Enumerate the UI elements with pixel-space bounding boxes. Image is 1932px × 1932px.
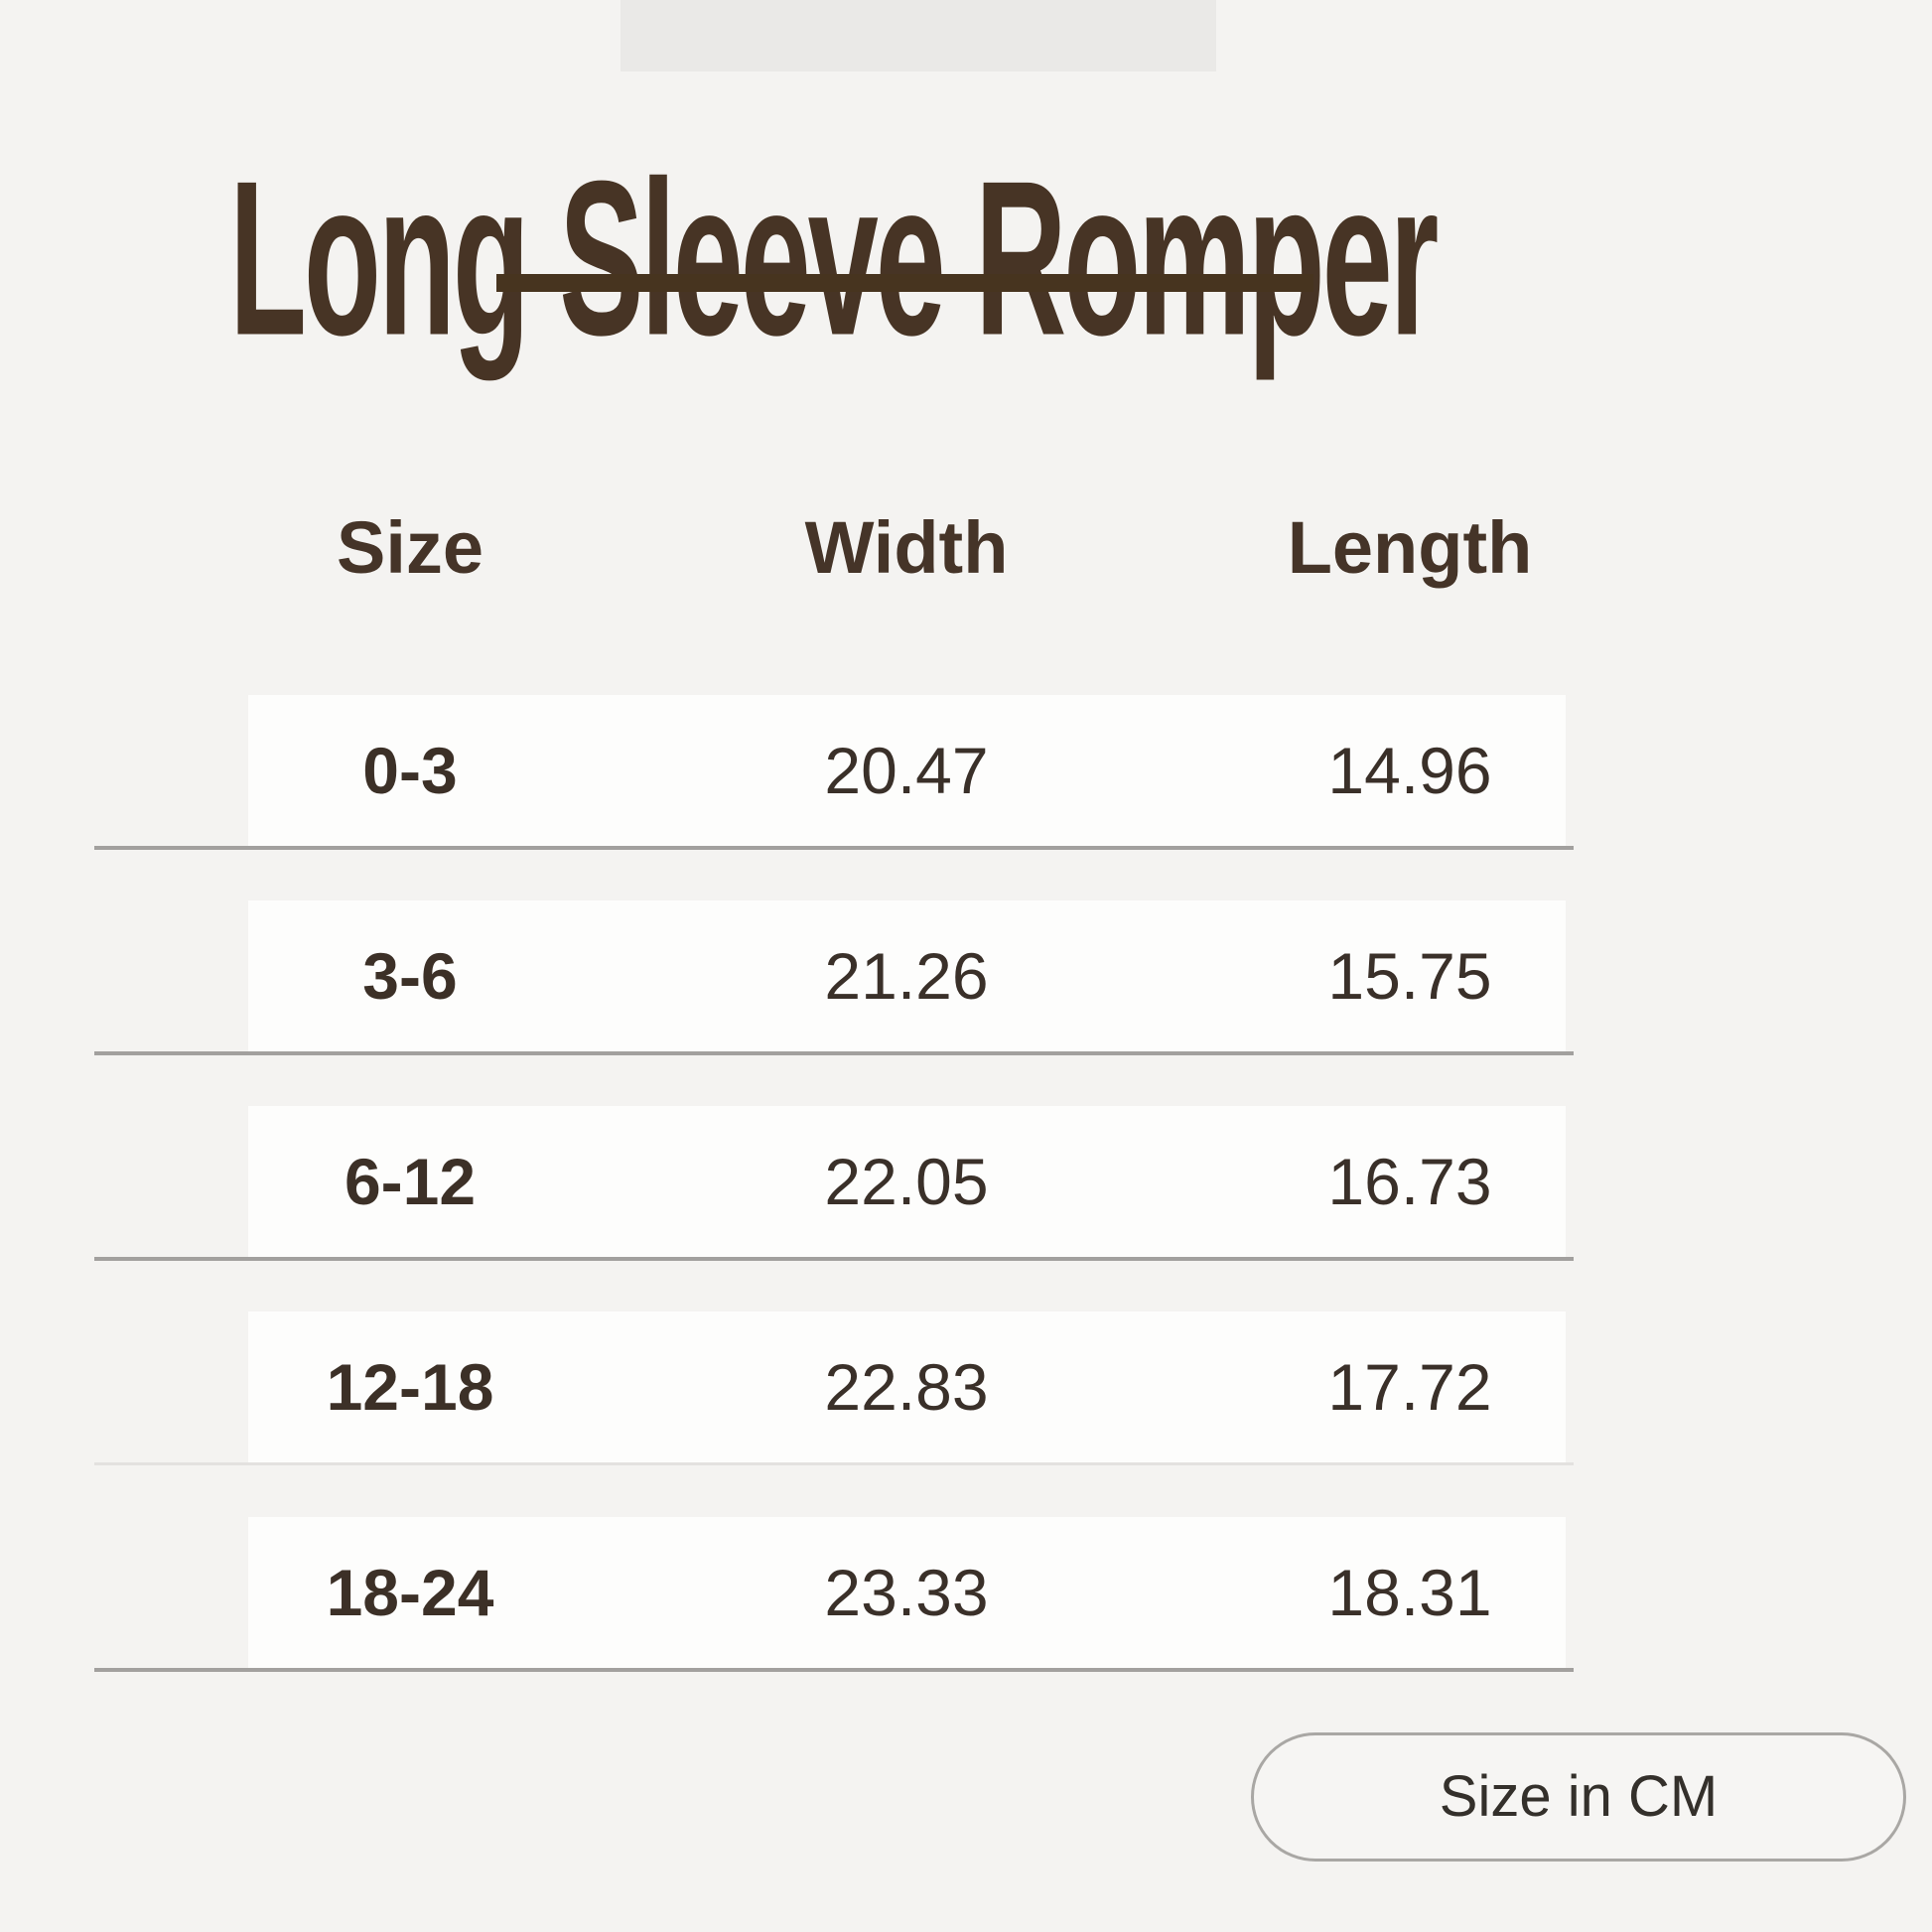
row-length-value: 14.96 xyxy=(1327,734,1492,807)
table-row: 6-12 22.05 16.73 xyxy=(248,1106,1566,1257)
row-width-value: 22.83 xyxy=(824,1350,989,1424)
unit-badge: Size in CM xyxy=(1251,1732,1906,1862)
row-width-value: 23.33 xyxy=(824,1556,989,1629)
row-size-value: 6-12 xyxy=(344,1145,477,1218)
row-length-value: 18.31 xyxy=(1327,1556,1492,1629)
table-row: 18-24 23.33 18.31 xyxy=(248,1517,1566,1668)
row-length-value: 16.73 xyxy=(1327,1145,1492,1218)
column-header-width: Width xyxy=(804,506,1009,589)
row-separator xyxy=(94,1668,1574,1672)
row-separator xyxy=(94,1051,1574,1055)
row-size-value: 0-3 xyxy=(362,734,458,807)
column-header-size: Size xyxy=(336,506,484,589)
title-underline xyxy=(496,274,1313,292)
top-watermark-band xyxy=(621,0,1216,71)
table-row: 12-18 22.83 17.72 xyxy=(248,1311,1566,1462)
page-title: Long Sleeve Romper xyxy=(229,134,1439,381)
table-row: 0-3 20.47 14.96 xyxy=(248,695,1566,846)
row-separator xyxy=(94,846,1574,850)
row-size-value: 3-6 xyxy=(362,939,458,1013)
row-size-value: 18-24 xyxy=(326,1556,494,1629)
table-row: 3-6 21.26 15.75 xyxy=(248,900,1566,1051)
row-width-value: 22.05 xyxy=(824,1145,989,1218)
row-width-value: 21.26 xyxy=(824,939,989,1013)
row-length-value: 15.75 xyxy=(1327,939,1492,1013)
row-separator-light xyxy=(94,1462,1574,1465)
row-length-value: 17.72 xyxy=(1327,1350,1492,1424)
row-width-value: 20.47 xyxy=(824,734,989,807)
row-separator xyxy=(94,1257,1574,1261)
column-header-length: Length xyxy=(1287,506,1533,589)
row-size-value: 12-18 xyxy=(326,1350,494,1424)
